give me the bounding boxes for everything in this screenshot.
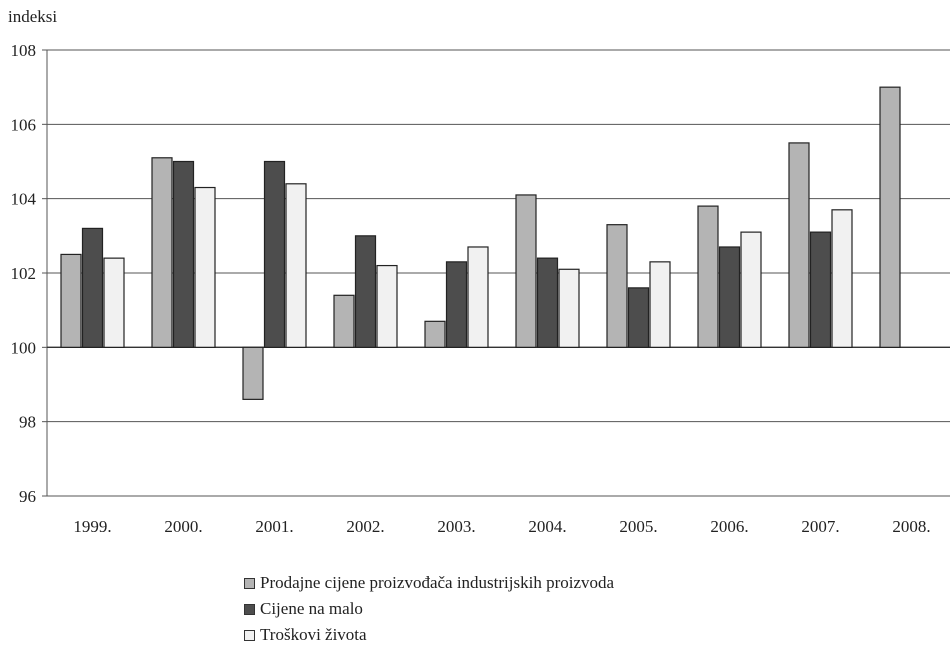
bar-1-3 bbox=[354, 235, 377, 348]
y-tick-label: 106 bbox=[11, 115, 37, 134]
x-tick-label: 2004. bbox=[528, 517, 566, 536]
bar-1-5 bbox=[536, 257, 559, 348]
x-tick-labels: 1999. 2000. 2001. 2002. 2003. 2004. 2005. 2006.… bbox=[73, 517, 930, 536]
bar-2-7 bbox=[740, 231, 762, 348]
x-tick-label: 2001. bbox=[255, 517, 293, 536]
x-tick-label: 2007. bbox=[801, 517, 839, 536]
bar-2-1 bbox=[194, 186, 216, 348]
bar-0-4 bbox=[424, 320, 446, 348]
bar-0-9 bbox=[879, 86, 901, 348]
bars bbox=[60, 86, 901, 400]
legend-swatch-retail bbox=[244, 603, 255, 615]
bar-1-0 bbox=[81, 227, 104, 348]
y-tick-labels: 96 98 100 102 104 106 108 bbox=[11, 41, 37, 506]
legend-item-retail: Cijene na malo bbox=[244, 596, 614, 622]
legend-swatch-ppi bbox=[244, 577, 255, 589]
bar-1-1 bbox=[172, 160, 195, 348]
legend-item-ppi: Prodajne cijene proizvođača industrijski… bbox=[244, 570, 614, 596]
bar-2-6 bbox=[649, 261, 671, 348]
bar-0-7 bbox=[697, 205, 719, 348]
bar-0-3 bbox=[333, 294, 355, 348]
bar-2-3 bbox=[376, 264, 398, 348]
bar-2-8 bbox=[831, 209, 853, 348]
bar-1-7 bbox=[718, 246, 741, 348]
y-tick-label: 96 bbox=[19, 487, 36, 506]
bar-1-2 bbox=[263, 160, 286, 348]
bar-1-8 bbox=[809, 231, 832, 348]
legend: Prodajne cijene proizvođača industrijski… bbox=[244, 570, 614, 648]
y-tick-label: 102 bbox=[11, 264, 37, 283]
bar-1-6 bbox=[627, 287, 650, 348]
legend-swatch-cost-of-living bbox=[244, 629, 255, 641]
bar-1-4 bbox=[445, 261, 468, 348]
x-tick-label: 2003. bbox=[437, 517, 475, 536]
bar-2-2 bbox=[285, 183, 307, 348]
x-tick-label: 1999. bbox=[73, 517, 111, 536]
bar-2-5 bbox=[558, 268, 580, 348]
bar-0-6 bbox=[606, 224, 628, 348]
x-tick-label: 2002. bbox=[346, 517, 384, 536]
bar-0-5 bbox=[515, 194, 537, 348]
bar-2-0 bbox=[103, 257, 125, 348]
y-tick-label: 108 bbox=[11, 41, 37, 60]
x-tick-label: 2008. bbox=[892, 517, 930, 536]
bar-0-2 bbox=[242, 346, 264, 400]
y-tick-label: 104 bbox=[11, 190, 37, 209]
x-tick-label: 2006. bbox=[710, 517, 748, 536]
legend-label-cost-of-living: Troškovi života bbox=[260, 625, 367, 644]
legend-label-ppi: Prodajne cijene proizvođača industrijski… bbox=[260, 573, 615, 592]
y-tick-label: 100 bbox=[11, 338, 37, 357]
y-tick-label: 98 bbox=[19, 413, 36, 432]
legend-item-cost-of-living: Troškovi života bbox=[244, 622, 614, 648]
y-axis-label: indeksi bbox=[8, 7, 57, 26]
legend-label-retail: Cijene na malo bbox=[260, 599, 363, 618]
bar-chart: indeksi 96 98 100 102 104 106 108 1999. 2000. 20… bbox=[8, 7, 950, 536]
bar-0-1 bbox=[151, 157, 173, 348]
bar-2-4 bbox=[467, 246, 489, 348]
x-tick-label: 2005. bbox=[619, 517, 657, 536]
bar-0-0 bbox=[60, 253, 82, 348]
bar-0-8 bbox=[788, 142, 810, 348]
x-tick-label: 2000. bbox=[164, 517, 202, 536]
